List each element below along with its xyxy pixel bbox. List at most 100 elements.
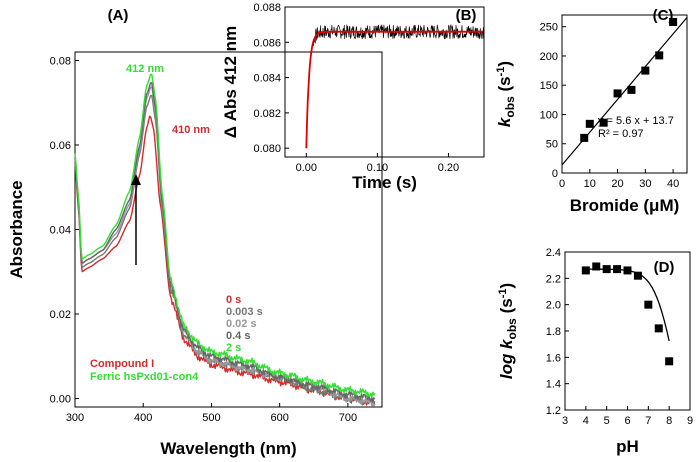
x-tick-label: 10: [584, 178, 596, 190]
data-point: [644, 300, 653, 309]
panel-label: (B): [456, 7, 477, 24]
y-tick-label: 1.6: [546, 352, 561, 364]
y-tick-label: 0: [552, 168, 558, 180]
panel-c: 0 10 20 30 40 0 50 100 150 200 250 y = 5.6 x + 13.7…: [495, 7, 688, 215]
panel-label: (C): [653, 7, 674, 24]
axes-frame: [284, 6, 485, 158]
y-label-part: (s: [495, 76, 514, 96]
peak-label-410: 410 nm: [172, 124, 210, 136]
y-tick-label: 0.080: [253, 143, 281, 155]
x-tick-label: 6: [624, 415, 630, 427]
x-axis-label: Bromide (μM): [570, 196, 680, 215]
y-label-part: ): [495, 61, 514, 67]
x-axis-label: Time (s): [352, 173, 417, 192]
x-tick-label: 4: [583, 415, 589, 427]
y-label-part: log k: [497, 338, 516, 379]
time-legend-item: 0.003 s: [226, 306, 263, 318]
y-tick-label: 0.086: [253, 37, 281, 49]
y-label-part: -1: [495, 67, 507, 77]
data-point: [613, 265, 622, 274]
x-tick-label: 3: [562, 415, 568, 427]
y-tick-label: 1.8: [546, 326, 561, 338]
y-tick-label: 0.04: [50, 225, 71, 237]
data-point: [669, 18, 678, 27]
y-tick-label: 1.2: [546, 405, 561, 417]
data-point: [641, 66, 650, 75]
data-point: [613, 89, 622, 98]
data-point: [592, 262, 601, 271]
x-tick-label: 5: [604, 415, 610, 427]
fit-curve: [305, 30, 484, 149]
y-tick-label: 0.02: [50, 309, 71, 321]
data-point: [585, 119, 594, 128]
time-legend-item: 0.02 s: [226, 318, 257, 330]
data-point: [581, 266, 590, 275]
kinetic-trace: [305, 24, 485, 149]
time-legend-item: 2 s: [226, 342, 241, 354]
x-axis-label: Wavelength (nm): [160, 439, 296, 458]
x-tick-label: 30: [639, 178, 651, 190]
spectrum-line: [74, 73, 376, 399]
x-tick-label: 500: [202, 412, 220, 424]
x-tick-label: 40: [667, 178, 679, 190]
y-tick-label: 0.088: [253, 2, 281, 14]
x-tick-label: 20: [611, 178, 623, 190]
x-tick-label: 400: [134, 412, 152, 424]
x-tick-label: 300: [66, 412, 84, 424]
y-axis-label: Absorbance: [7, 180, 26, 278]
x-tick-label: 700: [339, 412, 357, 424]
y-axis-label: kobs (s-1): [495, 61, 517, 127]
y-tick-label: 0.06: [50, 140, 71, 152]
y-label-part: ): [497, 283, 516, 289]
y-tick-label: 150: [540, 80, 558, 92]
x-tick-label: 0.20: [438, 162, 459, 174]
y-tick-label: 1.4: [546, 379, 561, 391]
y-tick-label: 0.082: [253, 108, 281, 120]
y-tick-label: 50: [546, 139, 558, 151]
data-point: [633, 271, 642, 280]
data-point: [665, 357, 674, 366]
x-tick-label: 0.10: [367, 162, 388, 174]
x-tick-label: 0: [559, 178, 565, 190]
x-tick-label: 8: [666, 415, 672, 427]
fit-annotation: y = 5.6 x + 13.7: [598, 115, 674, 127]
y-label-part: k: [495, 116, 514, 127]
panel-d: 3 4 5 6 7 8 9 1.2 1.4 1.6 1.8 2.0 2.2 2.4 pH log kobs (…: [497, 247, 693, 456]
panel-label: (A): [108, 7, 129, 24]
y-label-part: (s: [497, 298, 516, 318]
spectrum-line: [74, 82, 376, 403]
fit-line: [561, 17, 688, 166]
data-point: [599, 118, 608, 127]
x-axis-label: pH: [616, 437, 639, 456]
x-tick-label: 7: [645, 415, 651, 427]
axes-frame: [561, 14, 688, 174]
time-legend-item: 0 s: [226, 294, 241, 306]
panel-b: 0.00 0.10 0.20 0.080 0.082 0.084 0.086 0.088 Tim…: [221, 2, 485, 192]
data-point: [654, 324, 663, 333]
panel-label: (D): [654, 259, 675, 276]
x-tick-label: 0.00: [296, 162, 317, 174]
peak-label-412: 412 nm: [126, 63, 164, 75]
data-point: [623, 266, 632, 275]
y-tick-label: 200: [540, 51, 558, 63]
y-tick-label: 0.08: [50, 55, 71, 67]
x-tick-label: 9: [687, 415, 693, 427]
data-point: [627, 85, 636, 94]
y-label-part: -1: [497, 289, 509, 299]
arrow-head: [131, 174, 141, 185]
y-axis-label: Δ Abs 412 nm: [221, 26, 240, 138]
y-tick-label: 2.4: [546, 247, 561, 259]
y-label-part: obs: [503, 96, 517, 118]
data-point: [602, 265, 611, 274]
y-tick-label: 2.0: [546, 300, 561, 312]
data-point: [655, 51, 664, 60]
y-tick-label: 0.00: [50, 394, 71, 406]
species-legend-item: Compound I: [90, 358, 154, 370]
species-legend-item: Ferric hsPxd01-con4: [90, 371, 199, 383]
y-tick-label: 250: [540, 22, 558, 34]
y-tick-label: 2.2: [546, 273, 561, 285]
y-tick-label: 100: [540, 109, 558, 121]
y-tick-label: 0.084: [253, 73, 281, 85]
y-label-part: obs: [505, 318, 519, 340]
